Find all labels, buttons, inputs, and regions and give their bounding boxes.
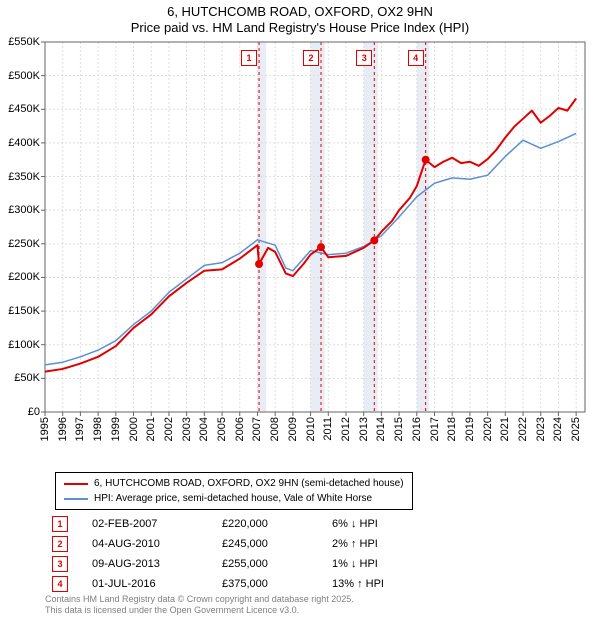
sales-table: 1 02-FEB-2007 £220,000 6% ↓ HPI 2 04-AUG… [52,514,452,594]
sale-price: £375,000 [222,578,332,590]
sale-price: £220,000 [222,518,332,530]
xtick-label: 2008 [269,417,281,441]
sale-date: 09-AUG-2013 [92,558,222,570]
xtick-label: 2001 [145,417,157,441]
chart-svg [45,42,585,412]
chart-marker-2: 2 [303,50,319,66]
sale-marker-2: 2 [52,536,68,552]
ytick-label: £50K [14,372,40,384]
chart-area: £0£50K£100K£150K£200K£250K£300K£350K£400… [45,42,585,412]
chart-marker-4: 4 [408,50,424,66]
xtick-label: 2023 [535,417,547,441]
sale-diff: 1% ↓ HPI [332,558,452,570]
legend-swatch-property [64,483,88,485]
xtick-label: 2017 [429,417,441,441]
xtick-label: 2000 [128,417,140,441]
title-address: 6, HUTCHCOMB ROAD, OXFORD, OX2 9HN [0,4,600,20]
ytick-label: £300K [8,204,40,216]
sale-date: 01-JUL-2016 [92,578,222,590]
ytick-label: £550K [8,36,40,48]
xtick-label: 1995 [39,417,51,441]
xtick-label: 2019 [464,417,476,441]
ytick-label: £450K [8,103,40,115]
figure: 6, HUTCHCOMB ROAD, OXFORD, OX2 9HN Price… [0,0,600,620]
xtick-label: 2022 [517,417,529,441]
xtick-label: 2016 [411,417,423,441]
sale-diff: 6% ↓ HPI [332,518,452,530]
legend: 6, HUTCHCOMB ROAD, OXFORD, OX2 9HN (semi… [55,472,413,510]
ytick-label: £400K [8,137,40,149]
xtick-label: 2010 [305,417,317,441]
title-block: 6, HUTCHCOMB ROAD, OXFORD, OX2 9HN Price… [0,0,600,37]
sale-diff: 13% ↑ HPI [332,578,452,590]
ytick-label: £250K [8,238,40,250]
sale-marker-4: 4 [52,576,68,592]
xtick-label: 2012 [340,417,352,441]
xtick-label: 2015 [393,417,405,441]
xtick-label: 1997 [74,417,86,441]
ytick-label: £200K [8,271,40,283]
ytick-label: £100K [8,339,40,351]
xtick-label: 1998 [92,417,104,441]
sale-marker-1: 1 [52,516,68,532]
legend-swatch-hpi [64,498,88,500]
xtick-label: 2006 [234,417,246,441]
sale-date: 04-AUG-2010 [92,538,222,550]
chart-marker-3: 3 [356,50,372,66]
footer-line1: Contains HM Land Registry data © Crown c… [45,594,354,605]
xtick-label: 2004 [198,417,210,441]
xtick-label: 2013 [358,417,370,441]
xtick-label: 2009 [287,417,299,441]
footer: Contains HM Land Registry data © Crown c… [45,594,354,617]
sales-row: 4 01-JUL-2016 £375,000 13% ↑ HPI [52,574,452,594]
xtick-label: 2002 [163,417,175,441]
sale-price: £255,000 [222,558,332,570]
xtick-label: 2011 [322,417,334,441]
sales-row: 1 02-FEB-2007 £220,000 6% ↓ HPI [52,514,452,534]
legend-item-property: 6, HUTCHCOMB ROAD, OXFORD, OX2 9HN (semi… [64,476,404,491]
xtick-label: 2020 [482,417,494,441]
xtick-label: 1999 [110,417,122,441]
legend-item-hpi: HPI: Average price, semi-detached house,… [64,491,404,506]
sale-date: 02-FEB-2007 [92,518,222,530]
chart-marker-1: 1 [241,50,257,66]
footer-line2: This data is licensed under the Open Gov… [45,605,354,616]
xtick-label: 2014 [375,417,387,441]
xtick-label: 2025 [570,417,582,441]
xtick-label: 2003 [181,417,193,441]
xtick-label: 2018 [446,417,458,441]
sale-diff: 2% ↑ HPI [332,538,452,550]
title-subtitle: Price paid vs. HM Land Registry's House … [0,20,600,36]
ytick-label: £350K [8,171,40,183]
sale-price: £245,000 [222,538,332,550]
xtick-label: 2024 [552,417,564,441]
ytick-label: £500K [8,70,40,82]
xtick-label: 2007 [251,417,263,441]
sales-row: 2 04-AUG-2010 £245,000 2% ↑ HPI [52,534,452,554]
legend-label-hpi: HPI: Average price, semi-detached house,… [94,491,372,506]
ytick-label: £150K [8,305,40,317]
xtick-label: 2021 [499,417,511,441]
sales-row: 3 09-AUG-2013 £255,000 1% ↓ HPI [52,554,452,574]
xtick-label: 1996 [57,417,69,441]
xtick-label: 2005 [216,417,228,441]
legend-label-property: 6, HUTCHCOMB ROAD, OXFORD, OX2 9HN (semi… [94,476,404,491]
sale-marker-3: 3 [52,556,68,572]
